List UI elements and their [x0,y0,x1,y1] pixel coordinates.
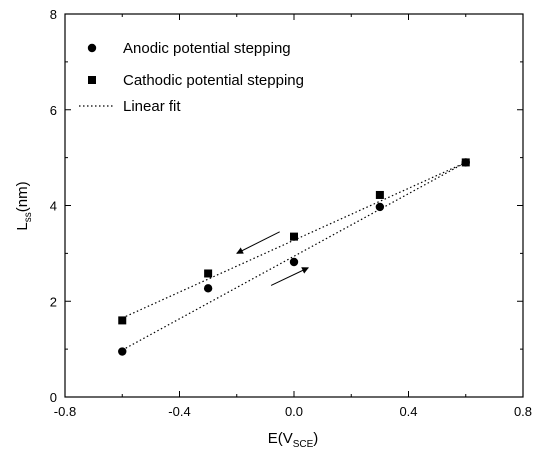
anodic-point [289,257,299,267]
fit-lines [121,161,467,351]
linear-fit-line [121,161,467,351]
x-tick-label: 0.4 [399,404,417,419]
anodic-point [375,202,385,212]
y-axis-label: Lss(nm) [14,181,34,230]
anodic-point [118,347,127,356]
legend-cathodic-marker [88,76,96,84]
cathodic-point [461,158,470,167]
x-tick-label: -0.8 [54,404,76,419]
direction-arrow [270,267,309,286]
legend-fit-label: Linear fit [123,98,181,115]
axes: -0.8 -0.4 0.0 0.4 0.8 0 2 4 6 8 [50,7,532,419]
legend-cathodic-label: Cathodic potential stepping [123,72,304,89]
y-axis-label-main: L [14,222,31,230]
y-tick-label: 2 [50,294,57,309]
data-points [118,158,470,356]
x-tick-label: 0.0 [285,404,303,419]
x-tick-label: -0.4 [168,404,190,419]
x-tick-label: 0.8 [514,404,532,419]
x-axis-label-sub: SCE [293,439,314,450]
legend-anodic-label: Anodic potential stepping [123,40,291,57]
y-axis-label-end: (nm) [14,181,31,212]
cathodic-point [290,232,298,241]
cathodic-point [375,190,384,199]
x-axis-label-end: ) [313,430,318,447]
legend-anodic-marker [87,43,97,53]
y-tick-label: 8 [50,7,57,22]
y-axis-label-sub: ss [23,212,34,222]
anodic-point [203,284,213,293]
legend: Anodic potential stepping Cathodic potent… [79,40,304,115]
axis-labels: E(VSCE) Lss(nm) [14,181,318,450]
y-tick-label: 4 [50,199,57,214]
y-tick-label: 6 [50,103,57,118]
y-tick-label: 0 [50,390,57,405]
direction-arrow [236,231,280,254]
cathodic-point [204,269,213,278]
x-axis-label-main: E(V [268,430,293,447]
cathodic-point [118,316,127,325]
x-axis-label: E(VSCE) [268,430,319,450]
direction-arrows [236,231,309,286]
